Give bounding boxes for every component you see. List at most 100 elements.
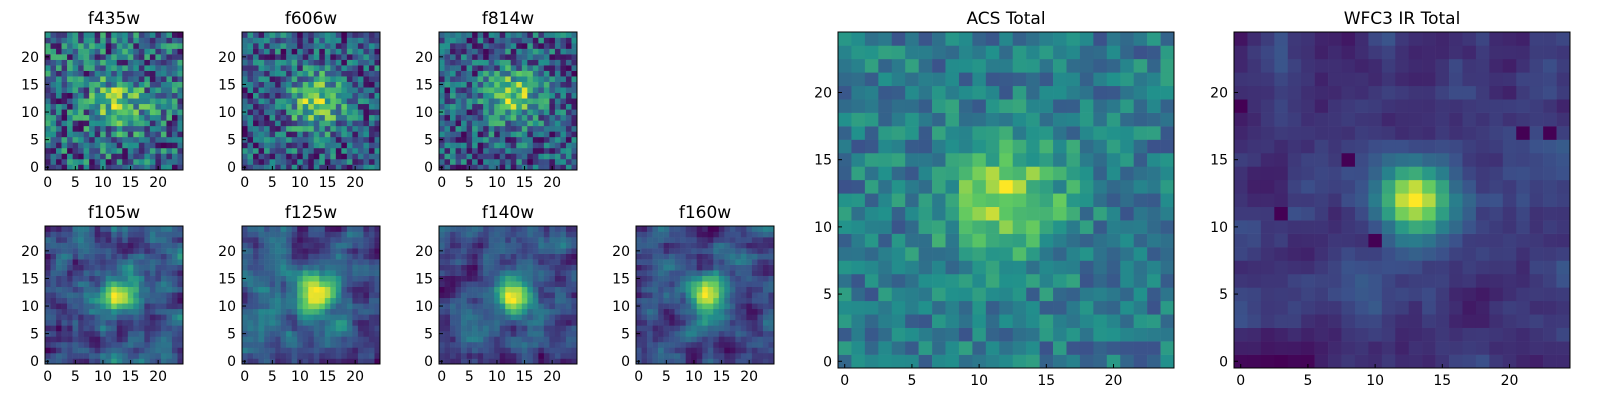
heatmap-cell (674, 253, 681, 260)
heatmap-cell (571, 131, 578, 138)
heatmap-cell (122, 109, 129, 116)
heatmap-cell (543, 153, 550, 160)
heatmap-cell (549, 37, 556, 44)
heatmap-cell (111, 147, 118, 154)
heatmap-cell (291, 92, 298, 99)
heatmap-cell (149, 286, 156, 293)
heatmap-cell (116, 314, 123, 321)
heatmap-cell (247, 330, 254, 337)
heatmap-cell (368, 319, 375, 326)
heatmap-cell (972, 273, 987, 288)
heatmap-cell (521, 325, 528, 332)
heatmap-cell (56, 103, 62, 110)
heatmap-cell (751, 292, 758, 299)
heatmap-cell (521, 131, 528, 138)
heatmap-cell (341, 259, 348, 265)
heatmap-cell (658, 281, 664, 288)
heatmap-cell (319, 286, 326, 293)
heatmap-cell (302, 158, 309, 165)
heatmap-cell (308, 231, 315, 238)
heatmap-cell (253, 114, 259, 121)
heatmap-cell (341, 226, 348, 232)
heatmap-cell (516, 164, 523, 171)
heatmap-cell (543, 142, 550, 149)
heatmap-cell (144, 37, 151, 44)
heatmap-cell (702, 231, 709, 238)
heatmap-cell (549, 87, 556, 94)
heatmap-cell (554, 136, 561, 143)
heatmap-cell (669, 275, 675, 282)
heatmap-cell (713, 325, 720, 332)
heatmap-cell (324, 297, 331, 304)
heatmap-cell (757, 341, 764, 348)
heatmap-cell (78, 131, 84, 138)
heatmap-cell (72, 65, 79, 71)
heatmap-cell (838, 193, 852, 208)
heatmap-cell (554, 120, 561, 127)
heatmap-cell (724, 303, 731, 310)
heatmap-cell (472, 231, 478, 238)
heatmap-cell (641, 341, 648, 348)
heatmap-cells (439, 32, 578, 171)
heatmap-cell (516, 76, 523, 82)
heatmap-cell (652, 242, 659, 249)
heatmap-cell (67, 270, 73, 276)
heatmap-cell (275, 103, 281, 110)
heatmap-cell (543, 231, 550, 238)
plot-frame (438, 225, 578, 365)
heatmap-cell (543, 242, 550, 249)
heatmap-cell (357, 37, 364, 44)
heatmap-cell (729, 242, 736, 249)
heatmap-cell (565, 248, 572, 254)
heatmap-cell (363, 43, 370, 49)
heatmap-cell (641, 259, 648, 265)
heatmap-cell (269, 286, 276, 293)
heatmap-cell (78, 76, 84, 82)
heatmap-cell (144, 303, 151, 310)
heatmap-cell (543, 358, 550, 365)
heatmap-cell (297, 281, 304, 288)
heatmap-cell (958, 287, 973, 302)
heatmap-cell (1053, 341, 1067, 355)
heatmap-cell (352, 54, 359, 60)
heatmap-cell (483, 264, 489, 271)
heatmap-cell (280, 253, 287, 260)
heatmap-cell (444, 120, 451, 127)
heatmap-cell (280, 292, 287, 299)
heatmap-cell (297, 242, 304, 249)
heatmap-cell (554, 142, 561, 149)
heatmap-cell (166, 65, 173, 71)
heatmap-cell (94, 314, 101, 321)
heatmap-cell (985, 354, 1000, 369)
heatmap-cell (571, 319, 578, 326)
heatmap-cell (352, 37, 359, 44)
heatmap-cell (302, 297, 309, 304)
heatmap-cell (67, 248, 73, 254)
heatmap-cell (740, 242, 747, 249)
heatmap-cell (538, 297, 545, 304)
heatmap-cell (89, 325, 95, 332)
heatmap-cell (72, 153, 79, 160)
heatmap-cell (958, 233, 973, 248)
heatmap-cell (740, 358, 747, 365)
heatmap-cell (324, 352, 331, 359)
heatmap-cell (702, 297, 709, 304)
heatmap-cell (696, 270, 703, 276)
heatmap-cell (357, 65, 364, 71)
heatmap-cell (160, 37, 167, 44)
heatmap-cell (647, 358, 653, 365)
heatmap-cell (669, 231, 675, 238)
heatmap-cell (78, 253, 84, 260)
heatmap-cell (264, 109, 270, 116)
heatmap-cell (641, 347, 648, 354)
heatmap-cell (330, 226, 337, 232)
heatmap-cell (751, 231, 758, 238)
heatmap-cell (565, 153, 572, 160)
heatmap-cell (89, 231, 95, 238)
heatmap-cell (346, 136, 353, 143)
heatmap-cell (691, 270, 698, 276)
heatmap-cell (740, 270, 747, 276)
heatmap-cell (510, 281, 517, 288)
heatmap-cell (61, 114, 68, 121)
heatmap-cell (275, 292, 281, 299)
